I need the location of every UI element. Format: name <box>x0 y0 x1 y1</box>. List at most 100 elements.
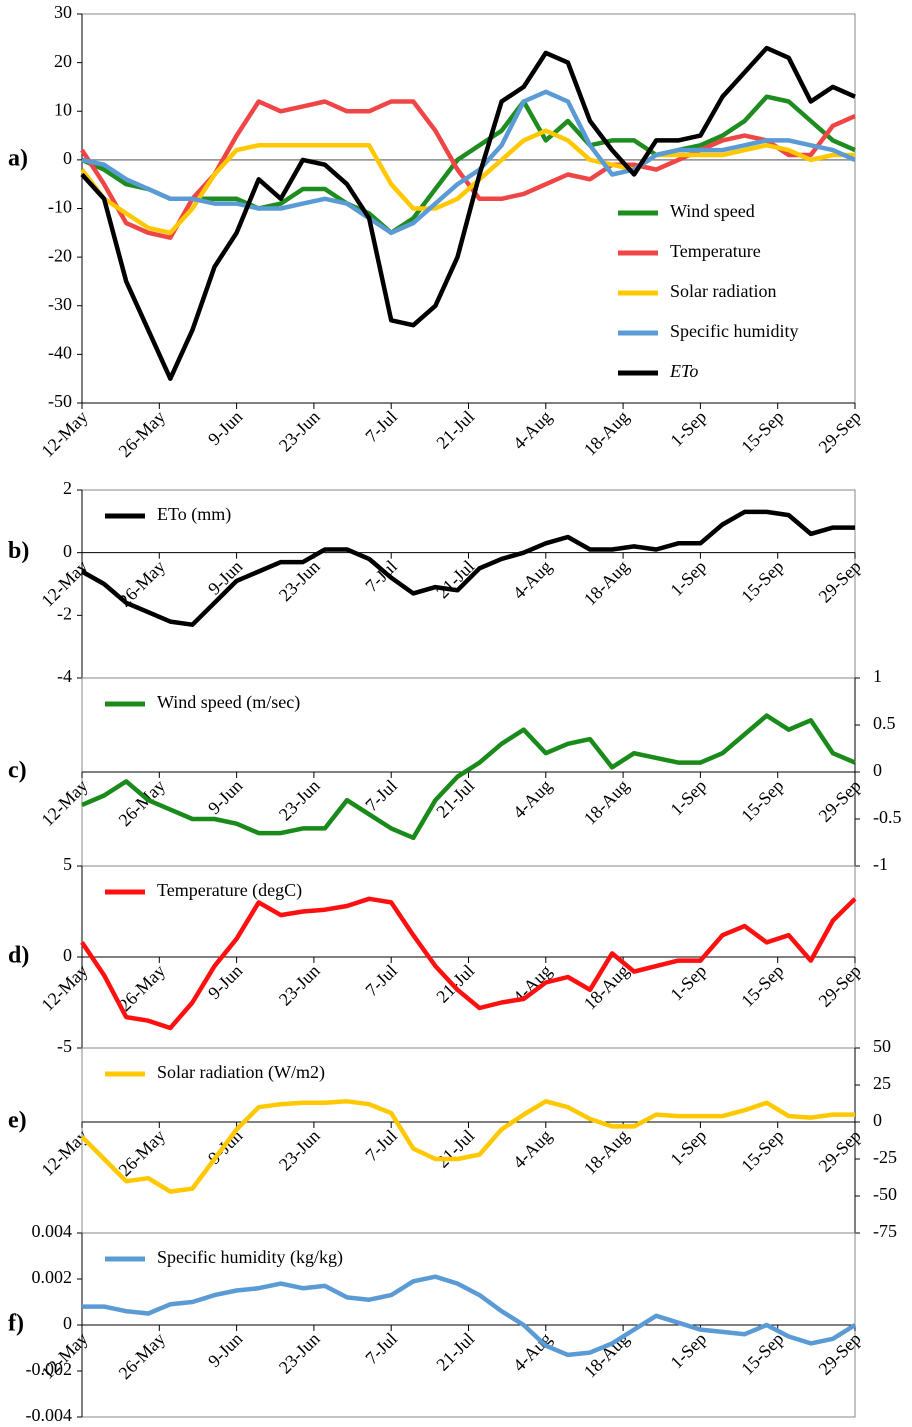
series-line <box>82 1274 857 1358</box>
y-tick-label: 5 <box>63 854 72 874</box>
y-tick-label: -40 <box>48 343 72 363</box>
x-tick-label: 15-Sep <box>737 1126 787 1176</box>
x-tick-label: 29-Sep <box>815 556 865 606</box>
y-tick-label: -50 <box>48 391 72 411</box>
series-line <box>81 94 856 236</box>
x-tick-label: 4-Aug <box>509 556 556 603</box>
series-line <box>80 1099 855 1194</box>
x-tick-label: 15-Sep <box>737 961 787 1011</box>
y-tick-label: -0.5 <box>873 807 902 827</box>
x-tick-label: 18-Aug <box>580 556 633 609</box>
panel-label: e) <box>8 1108 27 1134</box>
x-tick-label: 1-Sep <box>666 961 710 1005</box>
x-tick-label: 29-Sep <box>815 961 865 1011</box>
y-tick-label: -2 <box>57 603 72 623</box>
series-line <box>81 713 856 841</box>
x-tick-label: 15-Sep <box>737 556 787 606</box>
y-tick-label: 10 <box>54 99 72 119</box>
x-tick-label: 18-Aug <box>580 776 633 829</box>
panel-label: a) <box>8 145 28 171</box>
y-tick-label: -1 <box>873 854 888 874</box>
x-tick-label: 7-Jul <box>361 407 401 447</box>
y-tick-label: -5 <box>57 1036 72 1056</box>
x-tick-label: 9-Jun <box>204 1329 246 1371</box>
y-tick-label: 0 <box>873 1110 882 1130</box>
y-tick-label: 50 <box>873 1036 891 1056</box>
y-tick-label: 2 <box>63 478 72 498</box>
legend-label: ETo <box>669 361 698 381</box>
y-tick-label: 1 <box>873 666 882 686</box>
y-tick-label: 0 <box>63 945 72 965</box>
y-tick-label: 0 <box>63 148 72 168</box>
legend-label: Temperature (degC) <box>157 880 302 901</box>
x-tick-label: 9-Jun <box>204 776 246 818</box>
y-tick-label: -10 <box>48 197 72 217</box>
panel-label: f) <box>8 1311 24 1337</box>
x-tick-label: 7-Jul <box>361 1126 401 1166</box>
x-tick-label: 12-May <box>37 1126 91 1180</box>
x-tick-label: 1-Sep <box>666 556 710 600</box>
y-tick-label: -50 <box>873 1184 897 1204</box>
series-line <box>81 89 856 236</box>
y-tick-label: -25 <box>873 1147 897 1167</box>
y-tick-label: -0.002 <box>26 1359 73 1379</box>
x-tick-label: 23-Jun <box>275 776 324 825</box>
x-tick-label: 26-May <box>115 407 169 461</box>
x-tick-label: 1-Sep <box>666 776 710 820</box>
legend-label: ETo (mm) <box>157 504 231 525</box>
x-tick-label: 4-Aug <box>509 407 556 454</box>
x-tick-label: 15-Sep <box>737 407 787 457</box>
x-tick-label: 23-Jun <box>275 407 324 456</box>
legend-label: Specific humidity (kg/kg) <box>157 1247 343 1268</box>
x-tick-label: 1-Sep <box>666 407 710 451</box>
y-tick-label: -0.004 <box>26 1405 73 1425</box>
x-tick-label: 7-Jul <box>361 1329 401 1369</box>
x-tick-label: 23-Jun <box>275 1126 324 1175</box>
x-tick-label: 1-Sep <box>666 1329 710 1373</box>
x-tick-label: 21-Jul <box>432 407 478 453</box>
y-tick-label: -30 <box>48 294 72 314</box>
x-tick-label: 23-Jun <box>275 1329 324 1378</box>
series-line <box>80 509 855 627</box>
legend-label: Wind speed (m/sec) <box>157 692 300 713</box>
x-tick-label: 4-Aug <box>509 776 556 823</box>
y-tick-label: 0.002 <box>32 1267 73 1287</box>
y-tick-label: 0 <box>63 541 72 561</box>
x-tick-label: 7-Jul <box>361 961 401 1001</box>
legend-label: Temperature <box>670 241 761 261</box>
y-tick-label: 0 <box>873 760 882 780</box>
x-tick-label: 12-May <box>37 961 91 1015</box>
y-tick-label: 20 <box>54 51 72 71</box>
panel-label: c) <box>8 758 27 784</box>
x-tick-label: 23-Jun <box>275 961 324 1010</box>
series-line <box>80 896 857 1031</box>
x-tick-label: 29-Sep <box>815 407 865 457</box>
x-tick-label: 7-Jul <box>361 776 401 816</box>
x-tick-label: 9-Jun <box>204 407 246 449</box>
legend-label: Solar radiation (W/m2) <box>157 1062 325 1083</box>
x-tick-label: 12-May <box>37 407 91 461</box>
x-tick-label: 1-Sep <box>666 1126 710 1170</box>
y-tick-label: -20 <box>48 245 72 265</box>
series-line <box>80 128 855 236</box>
x-tick-label: 9-Jun <box>204 961 246 1003</box>
x-tick-label: 29-Sep <box>815 776 865 826</box>
x-tick-label: 15-Sep <box>737 776 787 826</box>
x-tick-label: 26-May <box>115 1126 169 1180</box>
x-tick-label: 18-Aug <box>580 407 633 460</box>
y-tick-label: 0 <box>63 1313 72 1333</box>
panel-label: d) <box>8 943 29 969</box>
legend-label: Wind speed <box>670 201 755 221</box>
y-tick-label: -75 <box>873 1221 897 1241</box>
y-tick-label: 25 <box>873 1073 891 1093</box>
x-tick-label: 18-Aug <box>580 1126 633 1179</box>
x-tick-label: 21-Jul <box>432 1329 478 1375</box>
y-tick-label: -4 <box>57 666 72 686</box>
y-tick-label: 0.004 <box>32 1221 73 1241</box>
x-tick-label: 26-May <box>115 1329 169 1383</box>
x-tick-label: 4-Aug <box>509 1126 556 1173</box>
series-line <box>80 45 856 381</box>
x-tick-label: 29-Sep <box>815 1126 865 1176</box>
y-tick-label: 30 <box>54 2 72 22</box>
